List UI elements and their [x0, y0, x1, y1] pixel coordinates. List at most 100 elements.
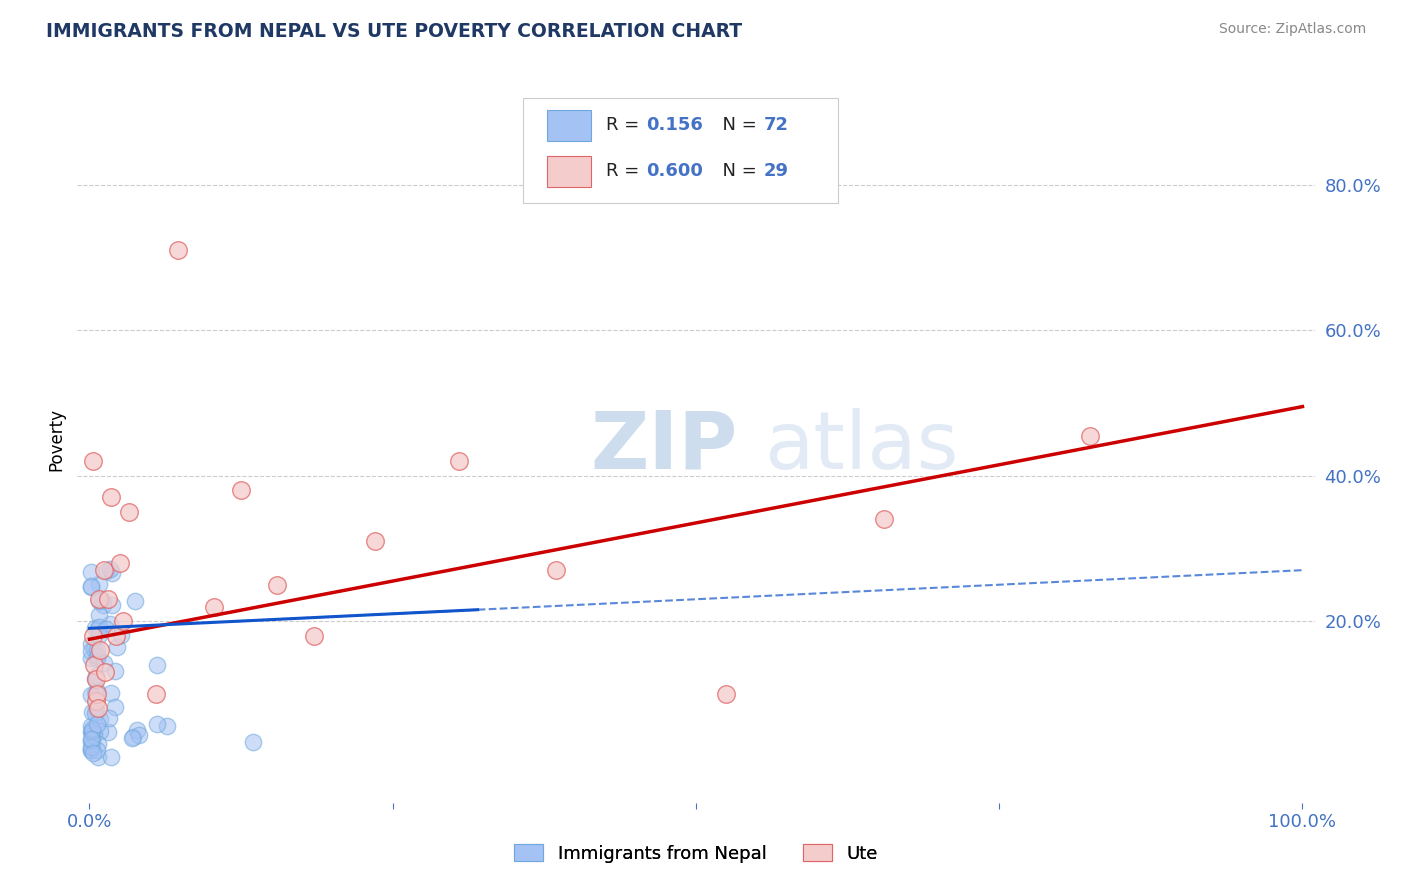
Point [86, 649, 108, 664]
Point [94, 623, 117, 637]
Point [100, 686, 122, 700]
Point [79, 580, 101, 594]
Point [97, 711, 120, 725]
Point [229, 483, 252, 498]
Point [83, 641, 105, 656]
Point [546, 563, 568, 577]
Point [89, 594, 111, 608]
Point [100, 491, 122, 505]
Point [242, 735, 264, 749]
Point [87, 628, 110, 642]
Text: 0.600: 0.600 [647, 162, 703, 180]
FancyBboxPatch shape [547, 110, 591, 141]
Text: ZIP: ZIP [591, 408, 738, 485]
Text: R =: R = [606, 116, 644, 135]
Point [80, 724, 103, 739]
Point [94, 665, 117, 679]
Point [87, 738, 110, 752]
Point [93, 599, 115, 613]
Point [83, 727, 105, 741]
Point [146, 658, 169, 673]
Point [266, 578, 288, 592]
Point [82, 732, 104, 747]
Text: Source: ZipAtlas.com: Source: ZipAtlas.com [1219, 22, 1367, 37]
Point [1078, 428, 1101, 442]
Point [82, 629, 104, 643]
FancyBboxPatch shape [547, 156, 591, 186]
Point [96, 564, 118, 578]
Point [84, 669, 107, 683]
Point [93, 563, 115, 577]
Point [97, 724, 120, 739]
Point [83, 657, 105, 672]
Point [86, 687, 108, 701]
Point [104, 665, 127, 679]
Y-axis label: Poverty: Poverty [48, 408, 66, 471]
Point [86, 652, 108, 666]
Point [87, 608, 110, 623]
Point [100, 617, 122, 632]
Point [89, 643, 111, 657]
Point [84, 686, 107, 700]
Point [82, 724, 104, 739]
Point [93, 656, 115, 670]
Point [79, 742, 101, 756]
Point [89, 576, 111, 591]
Text: IMMIGRANTS FROM NEPAL VS UTE POVERTY CORRELATION CHART: IMMIGRANTS FROM NEPAL VS UTE POVERTY COR… [46, 22, 742, 41]
Point [145, 716, 167, 731]
Point [84, 703, 107, 717]
Point [89, 712, 111, 726]
Point [80, 731, 103, 746]
Point [716, 687, 738, 701]
Point [86, 743, 108, 757]
Point [145, 687, 167, 701]
Point [112, 614, 135, 628]
Point [127, 723, 149, 737]
Text: N =: N = [711, 162, 762, 180]
Point [118, 505, 141, 519]
Point [363, 534, 385, 549]
Point [108, 556, 131, 570]
Legend: Immigrants from Nepal, Ute: Immigrants from Nepal, Ute [508, 837, 884, 870]
Point [121, 731, 143, 745]
Point [80, 739, 103, 753]
Point [84, 672, 107, 686]
Point [82, 746, 104, 760]
Point [84, 621, 107, 635]
Point [449, 454, 471, 468]
Point [87, 701, 110, 715]
Point [89, 592, 111, 607]
Point [79, 637, 101, 651]
Point [156, 719, 179, 733]
Point [79, 565, 101, 579]
Point [79, 734, 101, 748]
Point [110, 628, 132, 642]
Point [101, 566, 124, 581]
Point [79, 651, 101, 665]
Point [79, 719, 101, 733]
Point [124, 594, 146, 608]
Point [80, 579, 103, 593]
Point [302, 629, 325, 643]
Point [122, 730, 145, 744]
Point [98, 561, 121, 575]
Point [100, 750, 122, 764]
Point [79, 688, 101, 702]
Point [104, 700, 127, 714]
Point [90, 593, 112, 607]
FancyBboxPatch shape [523, 97, 838, 203]
Point [101, 598, 124, 612]
Point [86, 643, 108, 657]
Point [873, 512, 896, 526]
Point [105, 629, 128, 643]
Text: R =: R = [606, 162, 644, 180]
Text: N =: N = [711, 116, 762, 135]
Text: atlas: atlas [763, 408, 959, 485]
Point [80, 705, 103, 719]
Point [79, 743, 101, 757]
Point [97, 592, 120, 607]
Point [83, 672, 105, 686]
Point [87, 620, 110, 634]
Point [86, 717, 108, 731]
Point [128, 728, 150, 742]
